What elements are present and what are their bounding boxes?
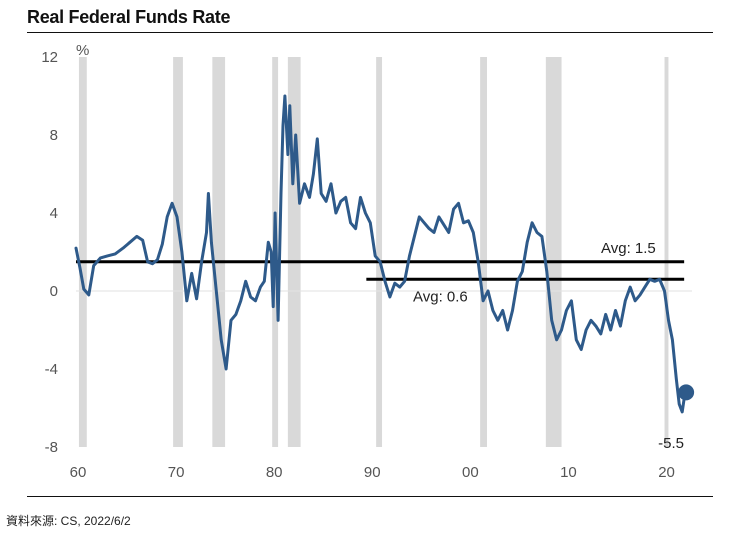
x-tick-label-3: 90 xyxy=(364,464,381,481)
recession-band-2 xyxy=(212,57,226,447)
series-layer xyxy=(74,94,686,414)
source-note: 資料來源: CS, 2022/6/2 xyxy=(6,514,131,528)
average-label-1: Avg: 0.6 xyxy=(413,288,468,305)
recession-band-6 xyxy=(480,57,487,447)
x-tick-label-1: 70 xyxy=(168,464,185,481)
recession-band-8 xyxy=(664,57,669,447)
latest-point-marker xyxy=(678,384,695,401)
title-rule xyxy=(27,32,713,33)
y-axis-ticks: 12 8 4 0 -4 -8 xyxy=(41,49,58,456)
y-tick-label-0: 12 xyxy=(41,49,58,66)
y-unit-label: % xyxy=(76,42,89,59)
series-line xyxy=(74,94,686,414)
y-tick-label-3: 0 xyxy=(50,283,58,300)
chart-title: Real Federal Funds Rate xyxy=(27,7,231,27)
y-tick-label-2: 4 xyxy=(50,205,58,222)
y-tick-label-5: -8 xyxy=(45,439,58,456)
x-tick-label-5: 10 xyxy=(560,464,577,481)
latest-point-group: -5.5 xyxy=(658,384,695,452)
average-label-0: Avg: 1.5 xyxy=(601,240,656,257)
y-tick-label-1: 8 xyxy=(50,127,58,144)
chart-canvas: Avg: 1.5 Avg: 0.6 60 70 80 90 00 10 20 12 8 4 0 -4 -… xyxy=(41,42,695,481)
x-tick-label-2: 80 xyxy=(266,464,283,481)
average-lines: Avg: 1.5 Avg: 0.6 xyxy=(76,240,685,305)
recession-band-1 xyxy=(173,57,183,447)
recession-band-5 xyxy=(376,57,383,447)
bottom-rule xyxy=(27,496,713,497)
recession-band-0 xyxy=(78,57,87,447)
latest-value-label: -5.5 xyxy=(658,435,684,452)
x-axis-ticks: 60 70 80 90 00 10 20 xyxy=(70,464,675,481)
y-tick-label-4: -4 xyxy=(45,361,58,378)
x-tick-label-4: 00 xyxy=(462,464,479,481)
x-tick-label-6: 20 xyxy=(658,464,675,481)
recession-band-7 xyxy=(545,57,562,447)
x-tick-label-0: 60 xyxy=(70,464,87,481)
